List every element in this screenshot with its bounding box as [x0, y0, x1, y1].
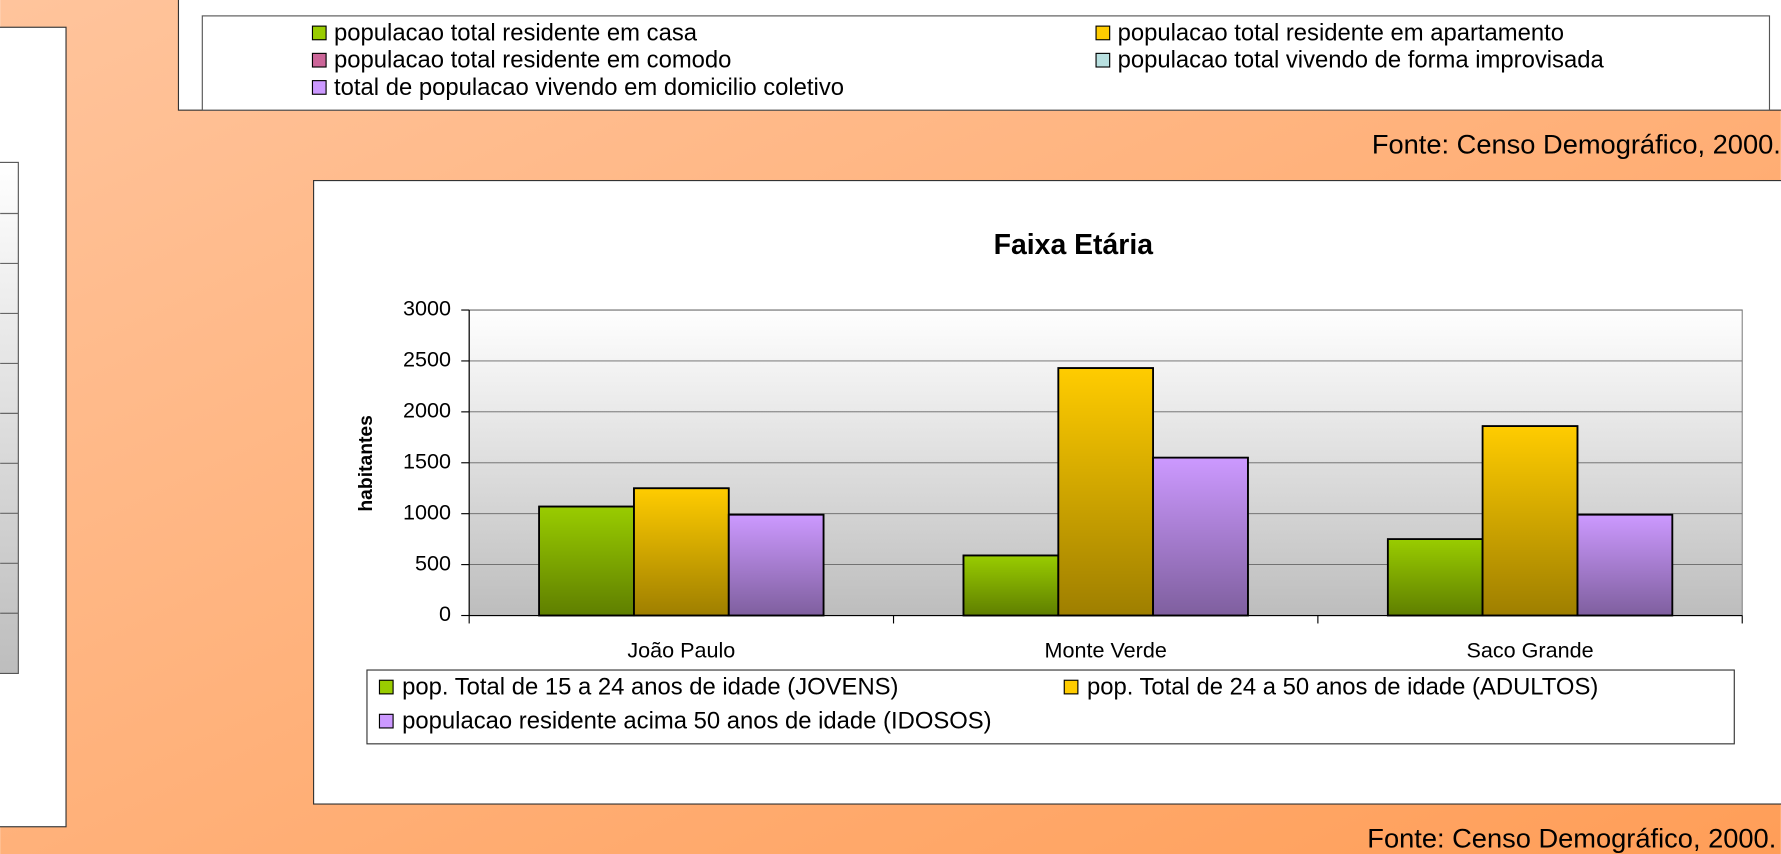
- y-tick-label: 1000: [403, 499, 451, 524]
- y-tick-label: 3000: [403, 296, 451, 321]
- x-tick-label: João Paulo: [627, 638, 735, 663]
- legend-swatch: [1095, 52, 1111, 68]
- chart-title: Faixa Etária: [994, 229, 1154, 261]
- bar-shade: [1386, 538, 1484, 617]
- top-legend-box: [201, 15, 1771, 111]
- bar-shade: [1152, 456, 1249, 617]
- source: Fonte: Censo Demográfico, 2000.: [1372, 129, 1781, 160]
- bar-shade: [1481, 425, 1579, 617]
- legend-swatch: [378, 679, 394, 695]
- y-tick-label: 1500: [403, 448, 451, 473]
- legend-swatch: [1095, 25, 1111, 41]
- bar-shade: [633, 487, 730, 617]
- legend-label: populacao total residente em comodo: [334, 47, 731, 74]
- legend-swatch: [1063, 679, 1079, 695]
- source: Fonte: Censo Demográfico, 2000.: [1367, 823, 1776, 854]
- legend-swatch: [378, 713, 394, 729]
- legend-label: total de populacao vivendo em domicilio …: [334, 74, 844, 101]
- legend-label: populacao total vivendo de forma improvi…: [1118, 47, 1605, 74]
- legend-label: populacao total residente em apartamento: [1118, 19, 1564, 46]
- legend-box: [366, 669, 1735, 745]
- bar-shade: [538, 505, 635, 617]
- y-tick-label: 500: [415, 550, 451, 575]
- bar-shade: [1057, 367, 1154, 617]
- legend-label: populacao total residente em casa: [334, 19, 698, 46]
- legend-label: pop. Total de 15 a 24 anos de idade (JOV…: [402, 673, 898, 700]
- left-grid: [0, 212, 19, 614]
- legend-label: pop. Total de 24 a 50 anos de idade (ADU…: [1087, 673, 1598, 700]
- legend-swatch: [311, 25, 327, 41]
- x-tick-label: Saco Grande: [1467, 638, 1594, 663]
- left-plot: [0, 161, 19, 675]
- legend-label: populacao residente acima 50 anos de ida…: [402, 708, 991, 735]
- y-tick-label: 2500: [403, 347, 451, 372]
- y-axis-label: habitantes: [356, 415, 377, 512]
- legend-swatch: [311, 80, 327, 95]
- y-tick-label: 0: [439, 601, 451, 626]
- bar-shade: [962, 554, 1060, 617]
- x-tick-label: Monte Verde: [1045, 638, 1167, 663]
- y-tick-label: 2000: [403, 398, 451, 423]
- bar-shade: [727, 513, 825, 617]
- bar-shade: [1576, 513, 1674, 617]
- legend-swatch: [311, 52, 327, 68]
